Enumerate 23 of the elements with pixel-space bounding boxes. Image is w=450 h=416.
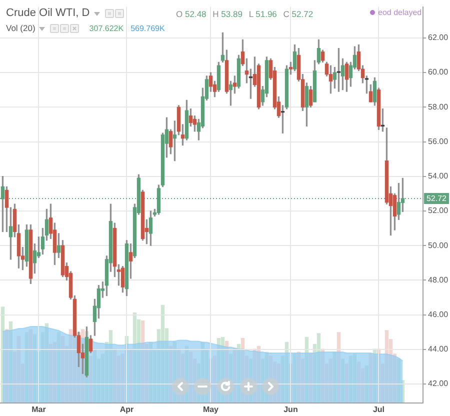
chart-title: Vol (20) — [6, 23, 36, 34]
y-tick-label: 42.00 — [428, 379, 449, 388]
y-tick-label: 46.00 — [428, 310, 449, 319]
ref-line-label: 52.72 — [426, 194, 448, 204]
y-tick-label: 50.00 — [428, 240, 449, 250]
y-tick-label: 44.00 — [428, 344, 449, 354]
y-tick-label: 60.00 — [428, 68, 449, 77]
y-tick-label: 56.00 — [428, 136, 449, 146]
y-tick-label: 52.00 — [428, 206, 449, 216]
y-tick-label: 48.00 — [428, 275, 449, 284]
x-tick-label: May — [202, 405, 220, 414]
annotation: 307.622K — [89, 24, 124, 32]
x-tick-label: Mar — [32, 405, 46, 414]
annotation: O 52.48 H 53.89 L 51.96 C 52.72 — [176, 9, 314, 19]
y-tick-label: 58.00 — [428, 102, 449, 112]
x-tick-label: Jul — [372, 405, 384, 414]
annotation: 569.769K — [130, 24, 165, 32]
chart-title: Crude Oil WTI, D — [6, 7, 90, 19]
annotation: eod delayed — [378, 8, 422, 16]
y-tick-label: 54.00 — [428, 172, 449, 181]
x-tick-label: Apr — [120, 405, 134, 414]
y-tick-label: 62.00 — [428, 33, 449, 42]
x-tick-label: Jun — [284, 405, 298, 414]
